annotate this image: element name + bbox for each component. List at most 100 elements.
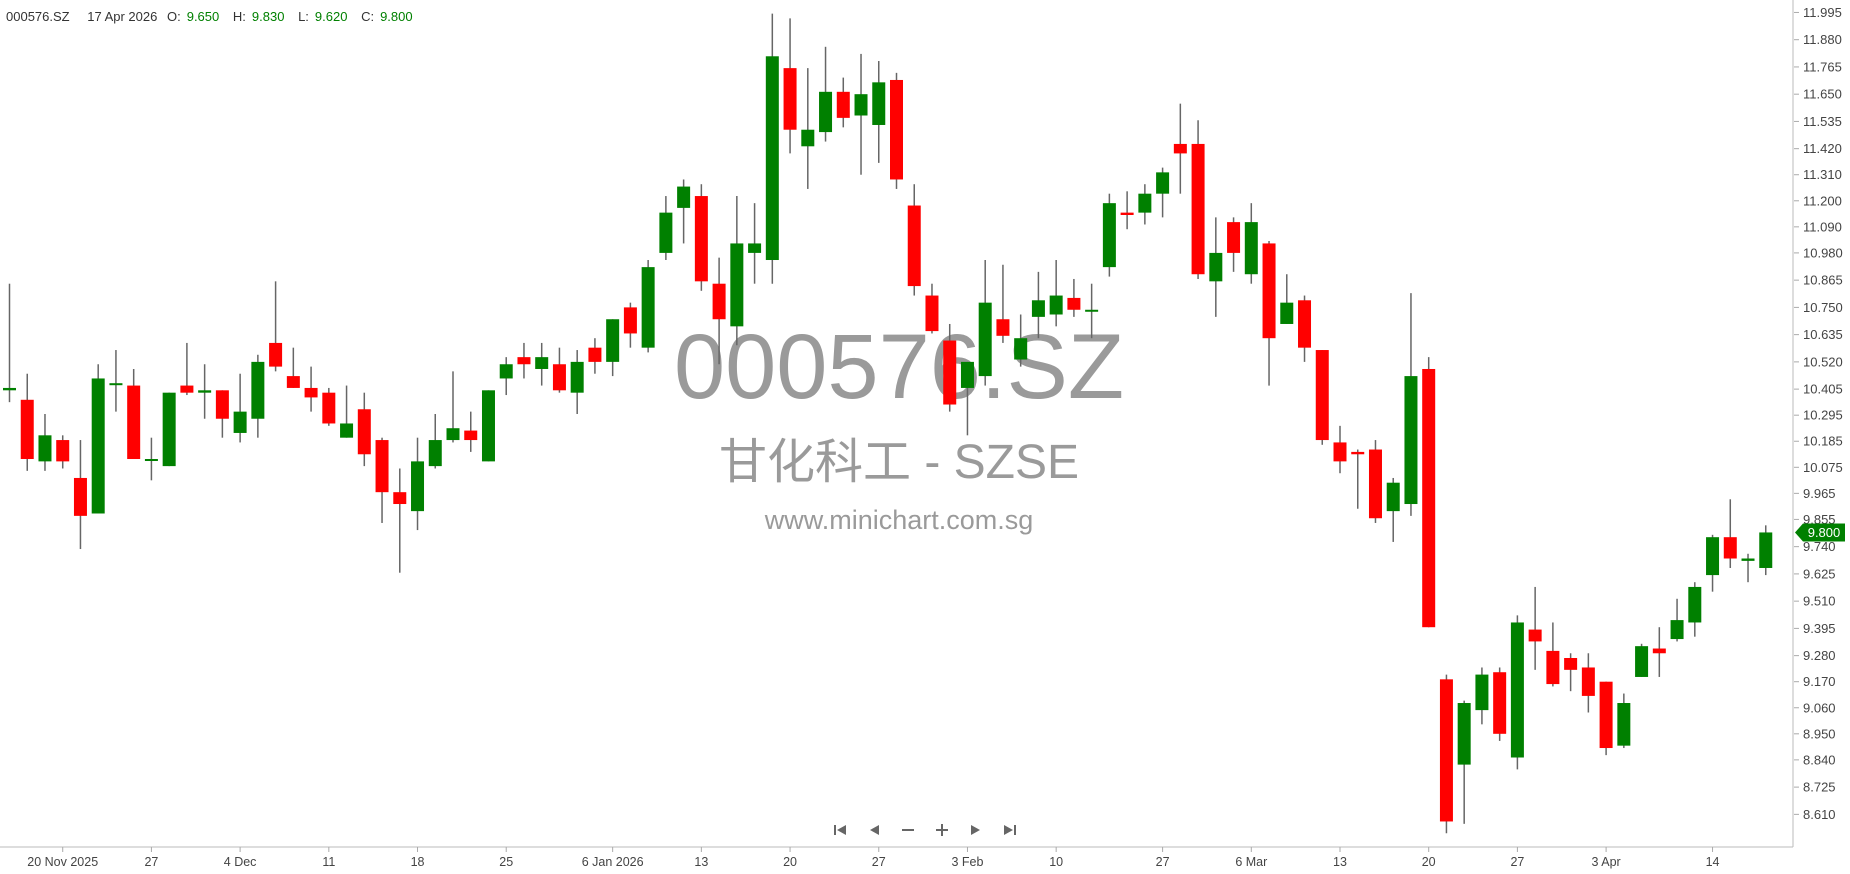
candle[interactable]	[1386, 477, 1400, 542]
candle[interactable]	[91, 364, 105, 514]
candle[interactable]	[588, 338, 602, 374]
zoom-in-button[interactable]	[930, 820, 954, 840]
candle[interactable]	[1546, 622, 1560, 687]
candle[interactable]	[907, 184, 921, 296]
prev-button[interactable]	[862, 820, 886, 840]
candle[interactable]	[943, 323, 957, 412]
candle[interactable]	[198, 364, 212, 419]
candle[interactable]	[1688, 582, 1702, 637]
candle[interactable]	[748, 203, 762, 284]
candle[interactable]	[1404, 293, 1418, 516]
candle[interactable]	[783, 18, 797, 154]
candle[interactable]	[641, 260, 655, 353]
candle[interactable]	[162, 392, 176, 467]
candle[interactable]	[393, 468, 407, 573]
candle[interactable]	[411, 437, 425, 531]
candle[interactable]	[73, 440, 87, 550]
last-button[interactable]	[998, 820, 1022, 840]
candle[interactable]	[56, 435, 70, 469]
candle[interactable]	[340, 385, 354, 438]
candle[interactable]	[375, 437, 389, 523]
candle[interactable]	[304, 366, 318, 412]
candle[interactable]	[1067, 278, 1081, 317]
candle[interactable]	[765, 13, 779, 284]
candle[interactable]	[570, 350, 584, 414]
candle[interactable]	[1652, 627, 1666, 677]
candle[interactable]	[233, 373, 247, 443]
candle[interactable]	[978, 260, 992, 386]
candle[interactable]	[1493, 667, 1507, 741]
candle[interactable]	[1635, 643, 1649, 677]
candle[interactable]	[1138, 184, 1152, 225]
candle[interactable]	[1102, 193, 1116, 277]
candle[interactable]	[1475, 667, 1489, 725]
candle[interactable]	[1333, 425, 1347, 474]
candle[interactable]	[1422, 357, 1436, 628]
candle[interactable]	[1227, 217, 1241, 272]
candle[interactable]	[286, 347, 300, 388]
candle[interactable]	[1439, 674, 1453, 834]
candle[interactable]	[836, 77, 850, 128]
candle[interactable]	[20, 373, 34, 471]
candle[interactable]	[1617, 693, 1631, 749]
candle[interactable]	[1457, 700, 1471, 824]
candle[interactable]	[1280, 274, 1294, 324]
candle[interactable]	[1315, 350, 1329, 445]
candle[interactable]	[659, 196, 673, 261]
candle[interactable]	[144, 437, 158, 481]
candle[interactable]	[1368, 440, 1382, 523]
candle[interactable]	[357, 392, 371, 467]
x-axis[interactable]: 20 Nov 2025 27 4 Dec 11 18 25 6 Jan 2026 13 20 27…	[27, 847, 1720, 869]
candle[interactable]	[552, 347, 566, 393]
candle[interactable]	[1085, 283, 1099, 339]
candle[interactable]	[1298, 295, 1312, 362]
candle[interactable]	[872, 61, 886, 163]
candle[interactable]	[1723, 499, 1737, 568]
candle[interactable]	[428, 413, 442, 469]
candle[interactable]	[801, 68, 815, 189]
candle[interactable]	[712, 257, 726, 365]
candle[interactable]	[1244, 203, 1258, 284]
zoom-out-button[interactable]	[896, 820, 920, 840]
candle[interactable]	[623, 302, 637, 348]
candle[interactable]	[1209, 217, 1223, 317]
candle[interactable]	[1351, 449, 1365, 509]
candle[interactable]	[464, 411, 478, 452]
candle[interactable]	[1049, 260, 1063, 327]
candle[interactable]	[1156, 167, 1170, 218]
y-axis[interactable]: 11.995 11.880 11.765 11.650 11.535 11.420 11.3…	[1794, 5, 1843, 822]
candle[interactable]	[251, 354, 265, 438]
candle[interactable]	[1510, 615, 1524, 770]
candle[interactable]	[925, 283, 939, 334]
candle[interactable]	[1014, 314, 1028, 367]
candle[interactable]	[517, 342, 531, 379]
candle[interactable]	[535, 342, 549, 386]
candle[interactable]	[1706, 534, 1720, 592]
candle[interactable]	[1759, 525, 1773, 576]
candle[interactable]	[694, 184, 708, 291]
candle[interactable]	[269, 281, 283, 372]
candle[interactable]	[1581, 653, 1595, 713]
first-button[interactable]	[828, 820, 852, 840]
candle[interactable]	[1173, 103, 1187, 194]
candle[interactable]	[1031, 271, 1045, 339]
candle[interactable]	[322, 387, 336, 426]
candle[interactable]	[819, 46, 833, 142]
candle[interactable]	[215, 390, 229, 438]
candle[interactable]	[481, 390, 495, 462]
candle[interactable]	[996, 264, 1010, 343]
candle[interactable]	[109, 350, 123, 412]
candle[interactable]	[677, 179, 691, 244]
candle[interactable]	[606, 319, 620, 377]
candle[interactable]	[180, 342, 194, 396]
candle[interactable]	[1191, 120, 1205, 279]
candle[interactable]	[499, 357, 513, 396]
candle[interactable]	[854, 53, 868, 175]
candle[interactable]	[960, 361, 974, 436]
candle[interactable]	[730, 196, 744, 346]
candle[interactable]	[890, 72, 903, 189]
candle[interactable]	[38, 413, 52, 471]
candle[interactable]	[1262, 241, 1276, 386]
candle[interactable]	[127, 368, 141, 460]
